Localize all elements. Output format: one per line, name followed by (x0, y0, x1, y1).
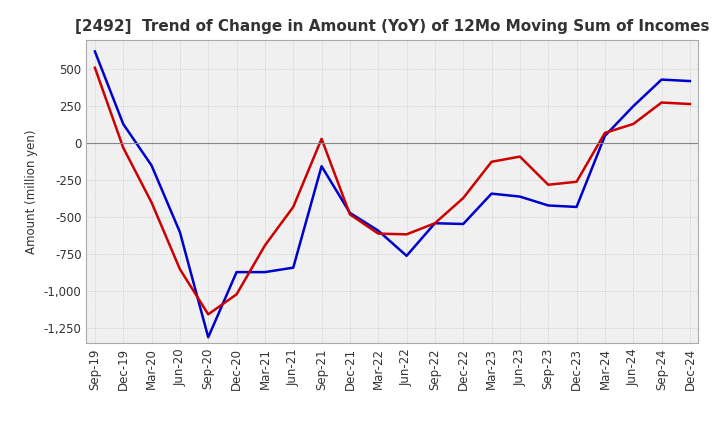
Ordinary Income (657, 77, 666, 82)
Ordinary Income (91, 49, 99, 54)
Net Income (657, 100, 666, 105)
Net Income (176, 267, 184, 272)
Net Income (119, 145, 127, 150)
Net Income (261, 243, 269, 248)
Net Income (572, 179, 581, 184)
Ordinary Income (402, 253, 411, 258)
Title: [2492]  Trend of Change in Amount (YoY) of 12Mo Moving Sum of Incomes: [2492] Trend of Change in Amount (YoY) o… (75, 19, 710, 34)
Ordinary Income (346, 210, 354, 216)
Net Income (685, 101, 694, 106)
Ordinary Income (544, 203, 552, 208)
Net Income (374, 231, 382, 236)
Ordinary Income (176, 230, 184, 235)
Ordinary Income (233, 269, 241, 275)
Net Income (318, 136, 326, 142)
Net Income (233, 292, 241, 297)
Ordinary Income (431, 220, 439, 226)
Ordinary Income (289, 265, 297, 270)
Net Income (346, 212, 354, 217)
Net Income (402, 232, 411, 237)
Net Income (148, 200, 156, 205)
Ordinary Income (204, 335, 212, 340)
Ordinary Income (119, 121, 127, 127)
Ordinary Income (318, 164, 326, 169)
Ordinary Income (516, 194, 524, 199)
Net Income (91, 65, 99, 70)
Net Income (544, 182, 552, 187)
Ordinary Income (629, 103, 637, 109)
Net Income (629, 121, 637, 127)
Ordinary Income (600, 133, 609, 139)
Net Income (516, 154, 524, 159)
Ordinary Income (374, 228, 382, 233)
Net Income (431, 220, 439, 226)
Net Income (289, 204, 297, 209)
Ordinary Income (261, 269, 269, 275)
Ordinary Income (148, 163, 156, 168)
Net Income (487, 159, 496, 165)
Ordinary Income (685, 78, 694, 84)
Net Income (204, 312, 212, 317)
Ordinary Income (459, 221, 467, 227)
Ordinary Income (487, 191, 496, 196)
Ordinary Income (572, 204, 581, 209)
Y-axis label: Amount (million yen): Amount (million yen) (25, 129, 38, 253)
Line: Net Income: Net Income (95, 68, 690, 314)
Net Income (600, 130, 609, 136)
Net Income (459, 195, 467, 201)
Line: Ordinary Income: Ordinary Income (95, 51, 690, 337)
